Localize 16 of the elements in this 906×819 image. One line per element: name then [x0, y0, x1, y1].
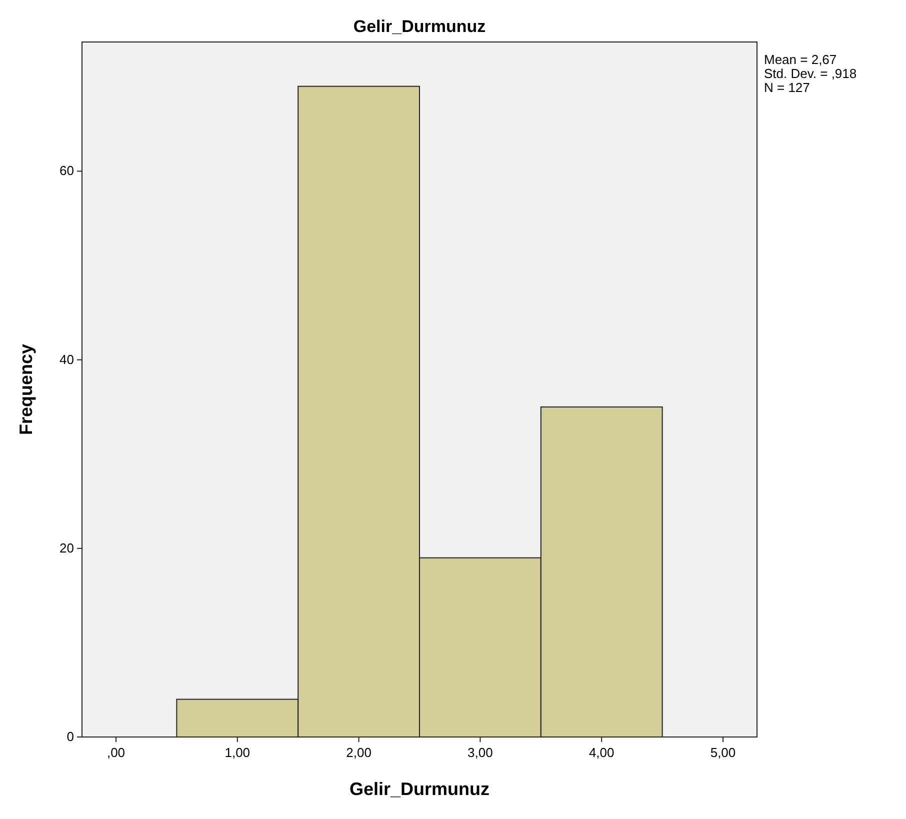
x-tick-label: 5,00 [710, 745, 736, 760]
y-tick-label: 60 [60, 163, 74, 178]
text: Mean = 2,67 [764, 52, 837, 67]
x-tick-label: 1,00 [224, 745, 250, 760]
text: Std. Dev. = ,918 [764, 66, 857, 81]
x-tick-label: ,00 [106, 745, 126, 760]
y-axis-title: Frequency [16, 344, 36, 436]
chart-title: Gelir_Durmunuz [353, 17, 486, 36]
y-tick-label: 0 [66, 729, 74, 744]
y-tick-label: 20 [60, 540, 74, 556]
text: N = 127 [764, 80, 810, 95]
x-tick-label: 4,00 [588, 745, 614, 760]
x-axis-title: Gelir_Durmunuz [349, 779, 490, 799]
x-tick-label: 2,00 [346, 745, 372, 760]
y-tick-label: 40 [60, 352, 74, 367]
x-tick-label: 3,00 [468, 745, 493, 760]
